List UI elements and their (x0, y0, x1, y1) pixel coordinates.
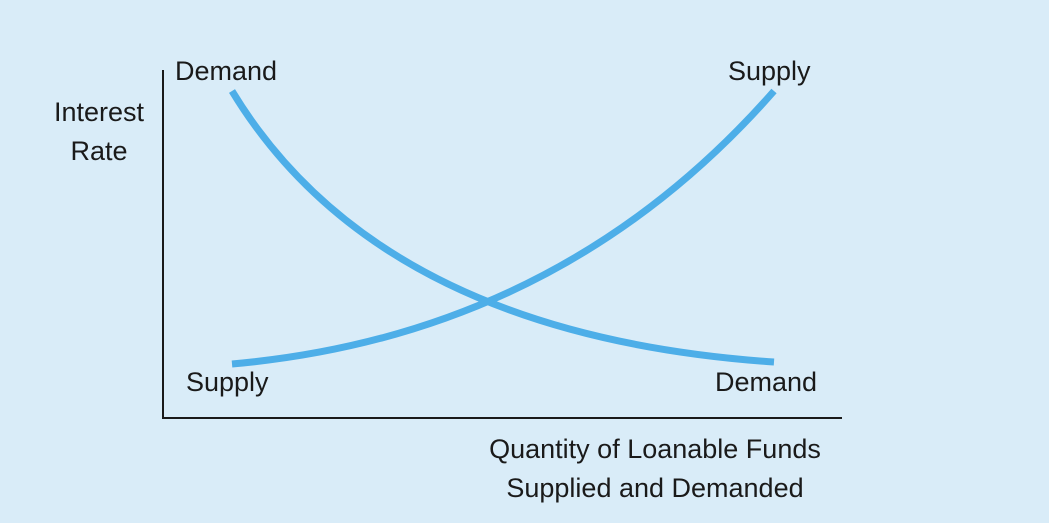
demand-curve (229, 89, 775, 366)
y-axis-label: Interest Rate (44, 93, 154, 171)
x-axis-label-line-2: Supplied and Demanded (506, 473, 804, 504)
supply-curve-label-bottom: Supply (186, 367, 269, 397)
y-axis-label-line-2: Rate (70, 136, 128, 167)
x-axis-label-line-1: Quantity of Loanable Funds (489, 434, 821, 464)
demand-curve-label-top: Demand (175, 56, 278, 86)
x-axis-label: Quantity of Loanable Funds Supplied and … (440, 430, 870, 508)
supply-curve (231, 88, 777, 368)
supply-curve-label-top: Supply (728, 56, 811, 86)
y-axis-label-line-1: Interest (53, 97, 145, 127)
demand-curve-label-bottom: Demand (715, 367, 818, 397)
